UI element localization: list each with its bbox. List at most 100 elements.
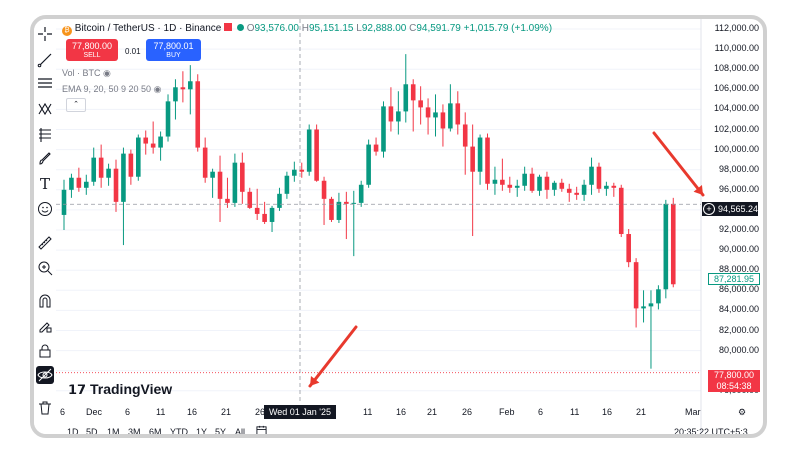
candle[interactable] (500, 179, 505, 185)
candle[interactable] (514, 185, 520, 188)
trash-icon[interactable] (36, 399, 54, 417)
candle[interactable] (240, 162, 245, 192)
magnet-icon[interactable] (36, 292, 54, 310)
eye-icon[interactable]: ◉ (153, 84, 162, 94)
symbol-title[interactable]: Bitcoin / TetherUS · 1D · Binance (74, 23, 222, 34)
volume-indicator[interactable]: Vol · BTC ◉ (62, 68, 111, 79)
candle[interactable] (485, 137, 490, 184)
candle[interactable] (544, 176, 550, 190)
ema-indicator[interactable]: EMA 9, 20, 50 9 20 50 ◉ (62, 84, 161, 95)
candle[interactable] (136, 137, 141, 177)
candle[interactable] (61, 189, 67, 215)
candle[interactable] (581, 184, 587, 195)
candle[interactable] (574, 192, 579, 195)
horizontal-lines-icon[interactable] (36, 74, 54, 92)
text-tool-icon[interactable]: T (39, 175, 50, 193)
candle[interactable] (69, 177, 74, 190)
candle[interactable] (106, 168, 111, 178)
candle[interactable] (648, 303, 654, 307)
lock-icon[interactable] (36, 342, 54, 360)
candle[interactable] (188, 81, 193, 90)
candle[interactable] (277, 193, 282, 208)
zoom-in-icon[interactable] (36, 259, 54, 277)
candle[interactable] (656, 289, 661, 304)
crosshair-icon[interactable] (36, 25, 54, 43)
candle[interactable] (336, 201, 342, 220)
fib-retracement-icon[interactable] (36, 126, 54, 144)
plus-icon[interactable]: + (703, 203, 715, 215)
timeframe-6m-button[interactable]: 6M (149, 427, 162, 437)
candle[interactable] (477, 137, 483, 172)
timeframe-1d-button[interactable]: 1D (67, 427, 79, 437)
candle[interactable] (410, 84, 416, 101)
candle[interactable] (321, 180, 327, 199)
candle[interactable] (262, 213, 267, 222)
candle[interactable] (344, 201, 349, 204)
candle[interactable] (396, 111, 401, 122)
candle[interactable] (559, 182, 565, 189)
candle[interactable] (670, 203, 676, 285)
candle[interactable] (358, 184, 364, 203)
collapse-legend-button[interactable]: ⌃ (66, 98, 86, 112)
emoji-icon[interactable] (36, 200, 54, 218)
candle[interactable] (418, 100, 423, 108)
timeframe-5y-button[interactable]: 5Y (215, 427, 227, 437)
candle[interactable] (180, 87, 186, 90)
candle[interactable] (113, 168, 119, 202)
candle[interactable] (388, 106, 394, 122)
candle[interactable] (91, 157, 97, 182)
candle[interactable] (366, 144, 371, 185)
candle[interactable] (455, 103, 461, 125)
sell-button[interactable]: 77,800.00 SELL (66, 39, 118, 61)
candle[interactable] (195, 81, 201, 148)
candle[interactable] (150, 143, 156, 148)
settings-icon[interactable]: ⚙ (738, 407, 747, 417)
buy-button[interactable]: 77,800.01 BUY (146, 39, 201, 61)
candle[interactable] (76, 177, 82, 188)
candle[interactable] (210, 171, 215, 178)
brush-icon[interactable] (36, 150, 54, 168)
candle[interactable] (462, 124, 468, 147)
candle[interactable] (552, 182, 557, 190)
candle[interactable] (507, 184, 513, 188)
calendar-icon[interactable] (256, 425, 267, 434)
timeframe-all-button[interactable]: All (235, 427, 246, 437)
candle[interactable] (596, 166, 602, 189)
candle[interactable] (292, 169, 297, 176)
candle[interactable] (351, 202, 357, 204)
timeframe-3m-button[interactable]: 3M (128, 427, 141, 437)
candle[interactable] (440, 112, 446, 129)
candle[interactable] (254, 207, 260, 214)
candle[interactable] (83, 181, 89, 188)
candle[interactable] (373, 144, 379, 152)
candle[interactable] (381, 106, 386, 152)
candle[interactable] (158, 136, 163, 148)
hide-drawings-icon[interactable] (36, 366, 54, 384)
eye-icon[interactable]: ◉ (103, 68, 111, 78)
candle[interactable] (618, 187, 624, 235)
candle[interactable] (448, 103, 453, 129)
candle[interactable] (403, 84, 409, 112)
candle[interactable] (663, 203, 669, 290)
clock[interactable]: 20:35:22 UTC+5:3 (674, 427, 748, 437)
flag-icon[interactable] (224, 23, 233, 31)
candle[interactable] (98, 157, 104, 178)
candlestick-chart[interactable] (34, 19, 763, 434)
candle[interactable] (299, 169, 305, 172)
candle[interactable] (314, 129, 319, 181)
candle[interactable] (284, 175, 290, 194)
candle[interactable] (202, 147, 208, 178)
candle[interactable] (329, 198, 334, 220)
timeframe-1y-button[interactable]: 1Y (196, 427, 208, 437)
candle[interactable] (626, 234, 631, 263)
candle[interactable] (225, 198, 230, 203)
candle[interactable] (566, 188, 572, 193)
candle[interactable] (165, 101, 171, 137)
trend-line-icon[interactable] (36, 51, 54, 69)
candle[interactable] (641, 306, 646, 309)
candle[interactable] (433, 112, 438, 118)
candle[interactable] (529, 173, 535, 191)
candle[interactable] (173, 87, 178, 102)
lock-pencil-icon[interactable] (36, 317, 54, 335)
candle[interactable] (604, 185, 609, 189)
